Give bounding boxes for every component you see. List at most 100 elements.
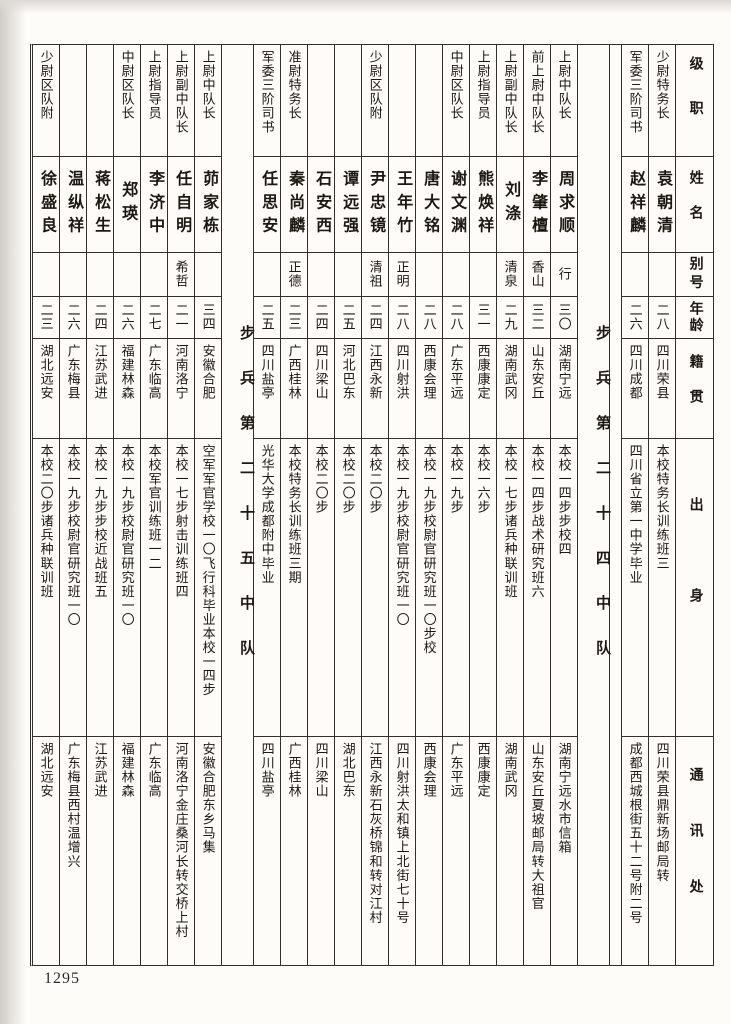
member-age-cell: 二九 [497,297,523,339]
member-age-cell: 二四 [308,297,334,339]
member-background-cell: 本校一四步战术研究班六 [524,439,550,737]
member-native-place: 福建林森 [119,344,135,401]
member-address-cell: 湖南宁远水市信箱 [551,737,577,965]
member-address: 湖北远安 [38,742,54,799]
member-age: 二三 [38,303,54,332]
header-cell-rank: 级职 [676,45,713,157]
member-native-cell: 四川荣县 [649,339,675,439]
member-age-cell: 二四 [87,297,113,339]
member-age-cell: 二六 [114,297,140,339]
member-column: 少尉区队附 徐盛良 二三 湖北远安 本校二〇步诸兵种联训班 湖北远安 [33,45,60,965]
member-name-cell: 李济中 [141,157,167,253]
member-address: 河南洛宁金庄桑河长转交桥上村 [173,742,189,939]
member-age: 二八 [421,303,437,332]
member-name: 袁朝清 [654,169,672,240]
member-rank: 军委三阶司书 [627,50,643,135]
member-alias: 正明 [394,260,410,289]
member-rank: 上尉副中队长 [173,50,189,135]
member-native-place: 广东平远 [448,344,464,401]
member-background: 本校特务长训练班三期 [286,444,302,585]
member-address: 广东临高 [146,742,162,799]
member-address-cell: 四川梁山 [308,737,334,965]
member-rank-cell: 上尉指导员 [470,45,496,157]
member-address-cell: 广东临高 [141,737,167,965]
member-age-cell: 三〇 [551,297,577,339]
section-title: 步兵第二十五中队 [238,325,254,685]
member-background: 本校特务长训练班三 [654,444,670,571]
member-address: 湖南武冈 [502,742,518,799]
member-background-cell: 本校二〇步 [362,439,388,737]
member-background: 光华大学成都附中毕业 [259,444,275,585]
header-cell-age: 年龄 [676,297,713,339]
member-column: 谭远强 二五 河北巴东 本校二〇步 湖北巴东 [335,45,362,965]
member-native-place: 河南洛宁 [173,344,189,401]
member-alias-cell [87,253,113,297]
member-address-cell: 江苏武进 [87,737,113,965]
member-rank: 少尉特务长 [654,50,670,121]
member-column: 王年竹 正明 二八 四川射洪 本校一九步校尉官研究班一〇 四川射洪太和镇上北街七… [389,45,416,965]
member-address-cell: 湖北远安 [33,737,59,965]
member-native-place: 广东梅县 [65,344,81,401]
member-alias-cell: 香山 [524,253,550,297]
member-native-place: 广西桂林 [286,344,302,401]
member-native-place: 江西永新 [367,344,383,401]
member-background: 本校一七步诸兵种联训班 [502,444,518,599]
header-cell-alias: 别号 [676,253,713,297]
member-age-cell: 二八 [649,297,675,339]
member-address: 湖南宁远水市信箱 [556,742,572,855]
member-alias-cell [195,253,221,297]
member-native-cell: 安徽合肥 [195,339,221,439]
member-rank: 上尉副中队长 [502,50,518,135]
member-name: 刘涤 [502,181,520,228]
member-age: 二七 [146,303,162,332]
member-alias: 行 [556,267,572,282]
member-background: 本校一九步校尉官研究班一〇 [119,444,135,627]
member-rank-cell: 上尉指导员 [141,45,167,157]
member-background: 本校一七步射击训练班四 [173,444,189,599]
member-name-cell: 任思安 [254,157,280,253]
header-background-label: 出身 [687,496,703,679]
member-rank-cell: 少尉区队附 [33,45,59,157]
member-rank-cell: 上尉副中队长 [497,45,523,157]
member-rank-cell [416,45,442,157]
member-background: 空军军官学校一〇飞行科毕业本校一四步 [200,444,216,697]
member-address: 成都西城根街五十二号附二号 [627,742,643,925]
member-column: 上尉副中队长 刘涤 清泉 二九 湖南武冈 本校一七步诸兵种联训班 湖南武冈 [497,45,524,965]
member-native-place: 四川射洪 [394,344,410,401]
member-background: 本校一四步步校四 [556,444,572,557]
member-native-place: 山东安丘 [529,344,545,401]
member-address-cell: 四川盐亭 [254,737,280,965]
member-address-cell: 四川荣县鼎新场邮局转 [649,737,675,965]
member-name: 石安西 [313,169,331,240]
member-address: 广东平远 [448,742,464,799]
member-rank-cell: 军委三阶司书 [254,45,280,157]
spacer-column [610,45,622,965]
member-name-cell: 秦尚麟 [281,157,307,253]
member-rank: 中尉区队长 [119,50,135,121]
member-alias-cell [649,253,675,297]
member-address: 四川梁山 [313,742,329,799]
member-alias: 清祖 [367,260,383,289]
header-name-label: 姓名 [687,169,703,240]
member-alias-cell: 正明 [389,253,415,297]
member-name: 茆家栋 [200,169,218,240]
member-name: 蒋松生 [92,169,110,240]
member-background: 本校一九步步校近战班五 [92,444,108,599]
member-native-cell: 西康会理 [416,339,442,439]
member-native-place: 四川梁山 [313,344,329,401]
member-column: 上尉中队长 周求顺 行 三〇 湖南宁远 本校一四步步校四 湖南宁远水市信箱 [551,45,578,965]
member-native-cell: 四川盐亭 [254,339,280,439]
member-age: 二五 [259,303,275,332]
member-name: 郑瑛 [119,181,137,228]
member-address-cell: 西康康定 [470,737,496,965]
member-native-cell: 江西永新 [362,339,388,439]
member-alias-cell: 行 [551,253,577,297]
member-age-cell: 二八 [416,297,442,339]
member-address: 四川荣县鼎新场邮局转 [654,742,670,883]
member-alias-cell [141,253,167,297]
member-native-cell: 广西桂林 [281,339,307,439]
member-name: 李济中 [146,169,164,240]
section-title-column: 步兵第二十四中队 [578,45,610,965]
member-native-cell: 江苏武进 [87,339,113,439]
header-native-label: 籍贯 [687,353,703,424]
